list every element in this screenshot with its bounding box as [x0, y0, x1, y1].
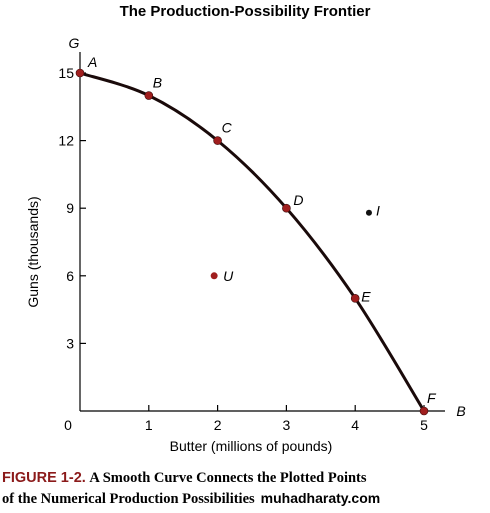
- y-ticks: 3 6 9 12 15: [58, 65, 86, 351]
- caption-line-1: FIGURE 1-2. A Smooth Curve Connects the …: [2, 470, 367, 487]
- other-points: IU: [210, 203, 380, 284]
- chart-title: The Production-Possibility Frontier: [120, 3, 371, 20]
- caption-line-2: of the Numerical Production Possibilitie…: [2, 490, 380, 508]
- y-axis-letter: G: [69, 35, 80, 51]
- frontier-point-B: [144, 91, 154, 100]
- frontier-point-D: [282, 203, 291, 213]
- x-axis-letter: B: [456, 403, 465, 419]
- frontier-curve: [78, 71, 426, 413]
- frontier-point-label-F: F: [427, 390, 437, 406]
- frontier-point-A: [75, 68, 85, 78]
- caption-text-2: of the Numerical Production Possibilitie…: [2, 491, 255, 507]
- y-tick-label-9: 9: [66, 200, 74, 216]
- x-tick-label-1: 1: [145, 417, 153, 433]
- frontier-point-label-A: A: [87, 54, 97, 70]
- point-label-U: U: [223, 268, 234, 284]
- frontier-point-F: [419, 406, 429, 416]
- frontier-point-E: [350, 294, 360, 303]
- point-I: [365, 209, 372, 216]
- point-U: [210, 272, 218, 280]
- y-tick-label-12: 12: [58, 133, 74, 149]
- y-tick-label-3: 3: [66, 335, 74, 351]
- frontier-point-label-D: D: [293, 192, 303, 208]
- x-tick-label-2: 2: [214, 417, 222, 433]
- ppf-chart: The Production-Possibility Frontier G B …: [25, 3, 466, 454]
- x-tick-label-3: 3: [283, 417, 291, 433]
- watermark: muhadharaty.com: [260, 490, 381, 506]
- x-axis-label: Butter (millions of pounds): [170, 438, 333, 454]
- y-tick-label-6: 6: [66, 268, 74, 284]
- point-label-I: I: [376, 203, 380, 219]
- frontier-points: A B C D E F: [75, 54, 437, 416]
- figure-label: FIGURE 1-2.: [2, 470, 86, 486]
- y-axis-label: Guns (thousands): [25, 196, 41, 307]
- frontier-point-label-C: C: [222, 120, 233, 136]
- x-ticks: 0 1 2 3 4 5: [64, 405, 428, 433]
- y-tick-label-15: 15: [58, 65, 74, 81]
- frontier-point-label-E: E: [361, 288, 371, 304]
- frontier-point-C: [213, 136, 222, 145]
- caption-text-1: A Smooth Curve Connects the Plotted Poin…: [89, 470, 367, 486]
- x-tick-label-5: 5: [420, 417, 428, 433]
- frontier-point-label-B: B: [153, 75, 162, 91]
- x-tick-label-4: 4: [351, 417, 359, 433]
- x-tick-label-0: 0: [64, 417, 72, 433]
